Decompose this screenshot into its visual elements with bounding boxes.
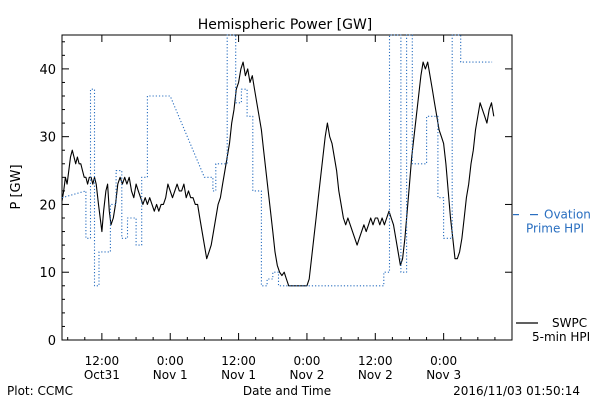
legend-swpc-label-2: 5-min HPI [532, 330, 590, 344]
x-tick-label-date: Nov 1 [153, 368, 188, 382]
y-tick-label: 0 [48, 334, 56, 349]
plot-credit: Plot: CCMC [7, 384, 73, 398]
legend-swpc-label: SWPC [552, 316, 587, 330]
y-tick-label: 40 [39, 63, 56, 78]
x-tick-label-date: Nov 1 [221, 368, 256, 382]
x-tick-label-date: Nov 2 [289, 368, 324, 382]
chart-title: Hemispheric Power [GW] [198, 17, 373, 33]
x-tick-label-date: Oct31 [84, 368, 120, 382]
legend-ovation-label-2: Prime HPI [526, 222, 584, 236]
x-tick-label-time: 0:00 [157, 354, 184, 368]
y-axis-label: P [GW] [9, 164, 24, 209]
x-tick-label-date: Nov 2 [358, 368, 393, 382]
plot-frame [61, 34, 513, 341]
legend-ovation-label: Ovation [544, 208, 591, 222]
x-axis-label: Date and Time [243, 384, 331, 398]
x-tick-label-time: 12:00 [221, 354, 256, 368]
y-tick-label: 30 [39, 131, 56, 146]
series-ovation-prime-line [61, 34, 493, 287]
plot-timestamp: 2016/11/03 01:50:14 [453, 384, 580, 398]
series-layer [61, 34, 495, 287]
x-tick-label-time: 0:00 [430, 354, 457, 368]
y-tick-label: 20 [39, 198, 56, 213]
x-tick-label-date: Nov 3 [426, 368, 461, 382]
x-tick-label-time: 12:00 [358, 354, 393, 368]
x-tick-label-time: 12:00 [85, 354, 120, 368]
series-swpc-line [61, 61, 495, 287]
x-tick-label-time: 0:00 [293, 354, 320, 368]
y-tick-label: 10 [39, 266, 56, 281]
